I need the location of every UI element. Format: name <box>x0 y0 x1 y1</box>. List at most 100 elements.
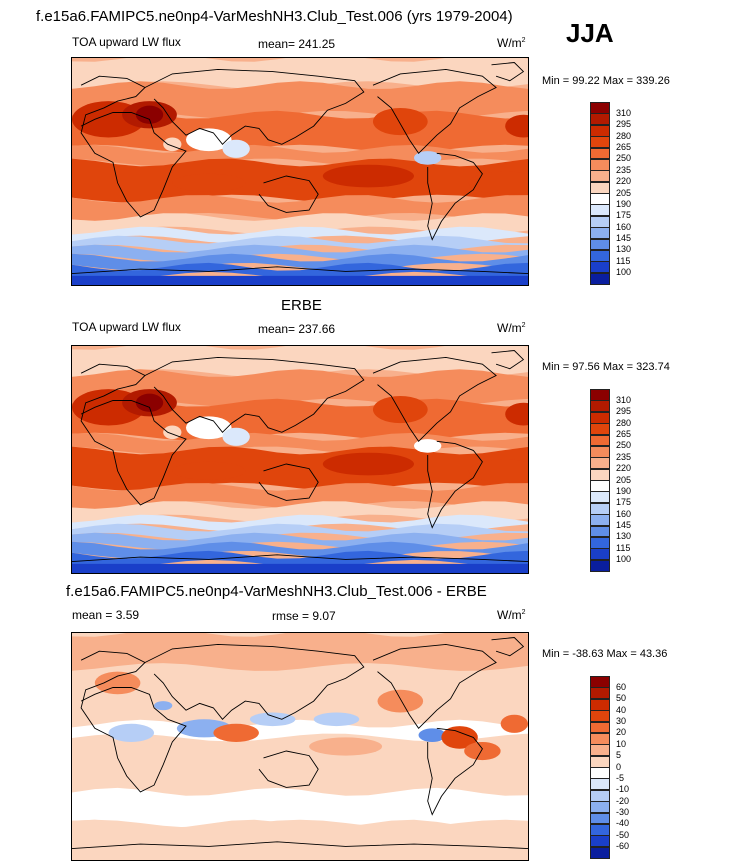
field-blob <box>186 128 232 152</box>
field-blob <box>468 459 528 483</box>
colorbar-swatch <box>590 801 610 813</box>
colorbar-swatch <box>590 789 610 802</box>
panel-2-title: ERBE <box>281 297 322 314</box>
colorbar-swatch <box>590 158 610 171</box>
colorbar-tick-label: 250 <box>616 440 632 451</box>
coastline <box>427 727 483 816</box>
field-blob <box>213 723 259 742</box>
colorbar-tick-label: 60 <box>616 681 627 692</box>
colorbar-swatch <box>590 767 610 779</box>
colorbar-swatch <box>590 687 610 700</box>
colorbar-tick-label: 220 <box>616 176 632 187</box>
colorbar-swatch <box>590 480 610 492</box>
field-band <box>72 81 528 119</box>
coastline <box>80 363 187 506</box>
coastline <box>80 650 187 793</box>
coastline <box>258 463 319 501</box>
colorbar-tick-label: 130 <box>616 531 632 542</box>
colorbar-swatch <box>590 559 610 572</box>
coastline <box>72 266 528 275</box>
colorbar-swatch <box>590 215 610 228</box>
colorbar-tick-label: 310 <box>616 394 632 405</box>
colorbar-tick-label: 50 <box>616 693 627 704</box>
field-blob <box>414 439 442 453</box>
colorbar-tick-label: -30 <box>616 807 630 817</box>
coastline <box>427 152 483 241</box>
field-blob <box>222 427 250 446</box>
colorbar-swatch <box>590 710 610 722</box>
panel-1-variable-label: TOA upward LW flux <box>72 35 181 49</box>
panel-2-units: W/m2 <box>497 321 526 335</box>
coastline <box>372 68 497 155</box>
field-blob <box>377 689 424 713</box>
colorbar-tick-label: -10 <box>616 784 630 795</box>
colorbar-tick-label: 100 <box>616 554 632 565</box>
colorbar-swatch <box>590 502 610 515</box>
colorbar-tick-label: 280 <box>616 130 632 141</box>
field-band <box>72 501 528 523</box>
coastline <box>258 750 319 788</box>
field-blob <box>94 671 141 695</box>
colorbar-swatch <box>590 411 610 424</box>
colorbar-tick-label: 250 <box>616 153 632 164</box>
colorbar-tick-label: 115 <box>616 542 631 553</box>
colorbar-swatch <box>590 124 610 137</box>
panel-3-minmax: Min = -38.63 Max = 43.36 <box>542 648 668 660</box>
panel-1-mean-label: mean= 241.25 <box>258 37 336 51</box>
field-blob <box>313 712 360 727</box>
panel-2-variable-label: TOA upward LW flux <box>72 320 181 334</box>
field-blob <box>372 107 428 136</box>
colorbar-swatch <box>590 113 610 126</box>
colorbar-swatch <box>590 445 610 458</box>
colorbar-tick-label: 205 <box>616 187 632 198</box>
field-band <box>72 563 528 573</box>
colorbar-swatch <box>590 227 610 239</box>
field-blob <box>322 164 414 188</box>
colorbar-swatch <box>590 400 610 413</box>
field-blob <box>154 701 173 711</box>
panel-3-rmse-label: rmse = 9.07 <box>272 609 336 623</box>
colorbar-tick-label: -60 <box>616 841 630 852</box>
field-band <box>72 787 528 828</box>
colorbar-swatch <box>590 147 610 160</box>
colorbar-swatch <box>590 676 610 688</box>
coastline <box>144 643 365 720</box>
colorbar-swatch <box>590 261 610 274</box>
colorbar-tick-label: -20 <box>616 795 630 806</box>
colorbar-tick-label: 175 <box>616 497 632 508</box>
field-band <box>72 369 528 407</box>
panel-3-units: W/m2 <box>497 608 526 622</box>
field-band <box>72 446 528 491</box>
panel-3-title: f.e15a6.FAMIPC5.ne0np4-VarMeshNH3.Club_T… <box>66 583 487 600</box>
colorbar-tick-label: 205 <box>616 474 632 485</box>
field-blob <box>186 416 232 440</box>
colorbar-tick-label: 235 <box>616 451 632 462</box>
field-band <box>72 213 528 235</box>
colorbar-tick-label: 310 <box>616 107 632 118</box>
colorbar-swatch <box>590 468 610 481</box>
colorbar-swatch <box>590 548 610 561</box>
colorbar-tick-label: 280 <box>616 417 632 428</box>
field-blob <box>500 714 528 733</box>
field-band <box>72 550 528 568</box>
panel-2-mean-label: mean= 237.66 <box>258 322 336 336</box>
colorbar-tick-label: 115 <box>616 255 631 266</box>
colorbar-tick-label: 190 <box>616 198 632 209</box>
field-blob <box>464 741 501 761</box>
colorbar-swatch <box>590 732 610 745</box>
field-blob <box>468 171 528 195</box>
field-blob <box>414 151 442 165</box>
panel-2-minmax: Min = 97.56 Max = 323.74 <box>542 361 670 373</box>
colorbar-swatch <box>590 136 610 148</box>
colorbar-swatch <box>590 389 610 401</box>
coastline <box>491 350 525 370</box>
colorbar-swatch <box>590 181 610 194</box>
field-blob <box>309 737 383 756</box>
colorbar-tick-label: 130 <box>616 244 632 255</box>
field-blob <box>322 452 414 476</box>
colorbar-swatch <box>590 525 610 538</box>
colorbar-swatch <box>590 744 610 757</box>
colorbar-tick-label: 265 <box>616 142 632 152</box>
field-band <box>72 483 528 509</box>
colorbar-tick-label: 220 <box>616 463 632 474</box>
